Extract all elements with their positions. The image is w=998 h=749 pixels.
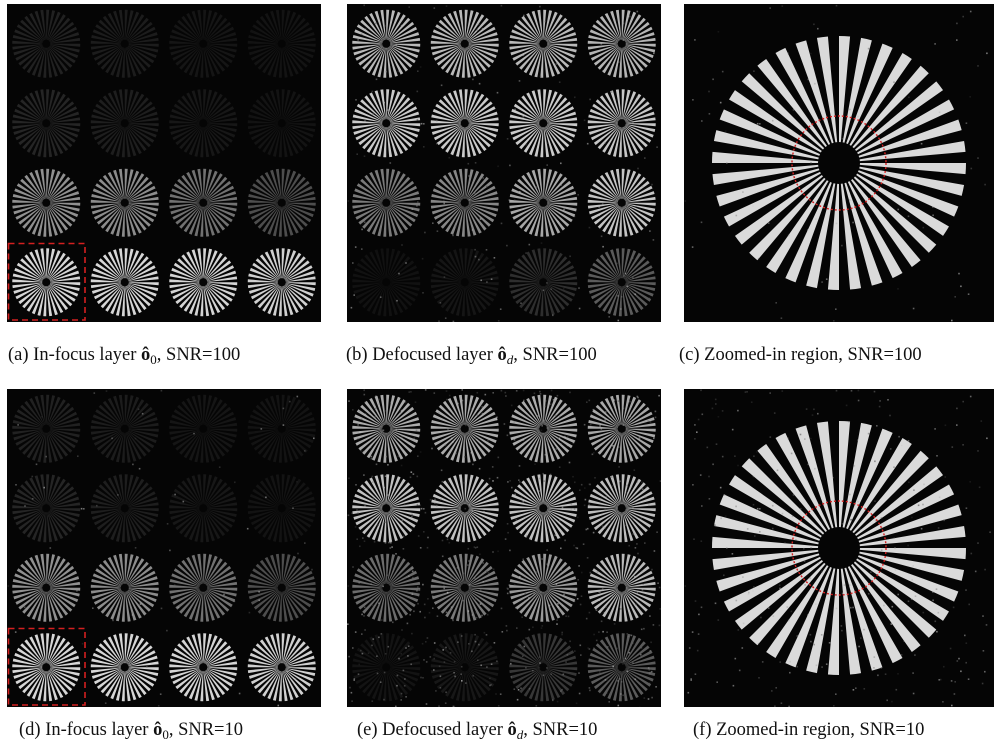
star-target-r4c4 — [587, 633, 656, 702]
star-target-r2c1 — [352, 89, 421, 158]
panel-d-infocus-snr10 — [7, 389, 321, 707]
star-target-r3c1 — [12, 553, 81, 622]
highlight-box — [7, 627, 86, 706]
star-target-r4c2 — [430, 248, 499, 317]
panel-e-image — [347, 389, 661, 707]
caption-c: (c) Zoomed-in region, SNR=100 — [679, 345, 922, 365]
star-target-r2c2 — [430, 89, 499, 158]
star-target-r3c3 — [509, 168, 578, 237]
star-target-r2c3 — [169, 474, 238, 543]
star-target-r1c3 — [509, 394, 578, 463]
star-target-r1c2 — [430, 9, 499, 78]
star-target-r2c1 — [352, 474, 421, 543]
panel-f-zoom-snr10 — [684, 389, 994, 707]
caption-d: (d) In-focus layer ô0, SNR=10 — [19, 720, 243, 742]
panel-f-image — [684, 389, 991, 707]
star-target-r3c4 — [587, 553, 656, 622]
star-target-r1c4 — [247, 9, 316, 78]
panel-b-image — [347, 4, 658, 322]
star-target-r1c4 — [247, 394, 316, 463]
star-target-r4c2 — [90, 633, 159, 702]
star-target-r4c1 — [12, 248, 81, 317]
star-target-r4c2 — [430, 633, 499, 702]
star-target-r1c4 — [587, 9, 656, 78]
star-target-r2c2 — [90, 89, 159, 158]
highlight-circle — [791, 115, 887, 211]
star-target-r3c1 — [352, 168, 421, 237]
star-target-r2c1 — [12, 474, 81, 543]
star-target-r3c4 — [247, 553, 316, 622]
star-target-r1c1 — [12, 394, 81, 463]
noise-overlay — [684, 4, 988, 322]
star-target-r1c2 — [90, 394, 159, 463]
star-target-r3c3 — [169, 553, 238, 622]
caption-e: (e) Defocused layer ôd, SNR=10 — [357, 720, 598, 742]
star-target-r1c3 — [169, 394, 238, 463]
star-target-r3c4 — [247, 168, 316, 237]
star-target-r1c2 — [90, 9, 159, 78]
panel-e-defocus-snr10 — [347, 389, 661, 707]
noise-overlay — [347, 4, 658, 322]
panel-a-image — [7, 9, 316, 321]
star-target-r4c3 — [169, 248, 238, 317]
star-target-r4c4 — [247, 248, 316, 317]
noise-overlay — [7, 389, 315, 707]
star-target-r1c2 — [430, 394, 499, 463]
highlight-circle — [791, 500, 887, 596]
star-target-r1c1 — [12, 9, 81, 78]
center-hole — [818, 142, 860, 184]
star-target-r2c3 — [169, 89, 238, 158]
star-target-r4c3 — [509, 248, 578, 317]
star-target-r2c4 — [587, 89, 656, 158]
star-target-r1c1 — [352, 394, 421, 463]
noise-overlay — [684, 389, 991, 707]
star-target-r3c3 — [509, 553, 578, 622]
star-target-r2c2 — [90, 474, 159, 543]
panel-c-image — [684, 4, 988, 322]
star-target-r1c3 — [509, 9, 578, 78]
star-target-r4c1 — [352, 248, 421, 317]
star-target-r4c4 — [587, 248, 656, 317]
star-target-r3c1 — [352, 553, 421, 622]
star-target-r4c3 — [169, 633, 238, 702]
star-target-r3c2 — [90, 168, 159, 237]
caption-b: (b) Defocused layer ôd, SNR=100 — [346, 345, 597, 367]
caption-a: (a) In-focus layer ô0, SNR=100 — [8, 345, 241, 367]
star-target-r1c1 — [352, 9, 421, 78]
star-target-r2c4 — [247, 89, 316, 158]
star-target-r2c1 — [12, 89, 81, 158]
center-hole — [818, 527, 860, 569]
star-target-r3c2 — [90, 553, 159, 622]
star-target-r4c4 — [247, 633, 316, 702]
star-target-r3c3 — [169, 168, 238, 237]
noise-overlay — [347, 389, 661, 707]
star-target-r2c3 — [509, 474, 578, 543]
star-target-r4c1 — [12, 633, 81, 702]
star-target-r2c4 — [247, 474, 316, 543]
star-target-r2c2 — [430, 474, 499, 543]
star-target-r3c2 — [430, 553, 499, 622]
star-target-r3c1 — [12, 168, 81, 237]
panel-c-zoom-snr100 — [684, 4, 994, 322]
star-target-r1c3 — [169, 9, 238, 78]
panel-a-infocus-snr100 — [7, 4, 321, 322]
caption-f: (f) Zoomed-in region, SNR=10 — [693, 720, 925, 740]
star-target-r3c2 — [430, 168, 499, 237]
star-target-r4c3 — [509, 633, 578, 702]
highlight-box — [7, 242, 86, 321]
star-target-r4c1 — [352, 633, 421, 702]
star-target-r3c4 — [587, 168, 656, 237]
panel-d-image — [7, 389, 316, 707]
star-target-r1c4 — [587, 394, 656, 463]
panel-b-defocus-snr100 — [347, 4, 661, 322]
star-target-r4c2 — [90, 248, 159, 317]
star-target-r2c4 — [587, 474, 656, 543]
star-target-r2c3 — [509, 89, 578, 158]
